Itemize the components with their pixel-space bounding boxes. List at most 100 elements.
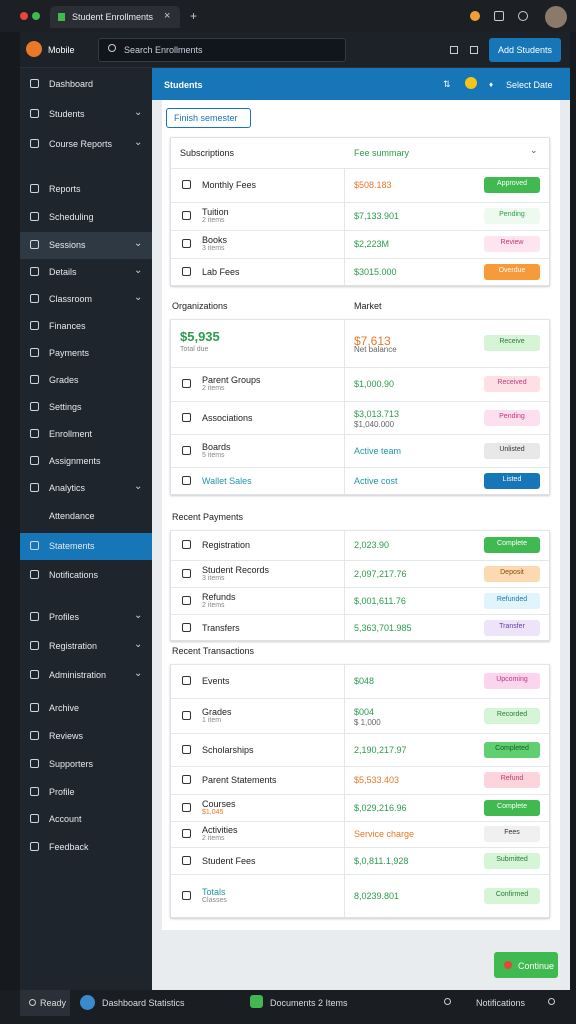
row-label: Activities [202, 825, 238, 835]
chevron: ⌄ [134, 610, 143, 621]
sidebar-item[interactable]: Finances [49, 321, 86, 331]
row-line [170, 587, 550, 588]
row-icon [182, 180, 191, 189]
row-value: 2,190,217.97 [354, 744, 407, 755]
row-line [170, 664, 550, 665]
sidebar-item[interactable]: Students [49, 109, 85, 119]
status-pill[interactable] [484, 208, 540, 224]
row-value: $508.183 [354, 180, 392, 190]
sidebar-item[interactable]: Details [49, 267, 77, 277]
sidebar-item[interactable]: Settings [49, 402, 82, 412]
row-line [170, 847, 550, 848]
footer-center[interactable]: Documents 2 Items [270, 998, 348, 1008]
status-pill[interactable] [484, 741, 540, 758]
status-pill[interactable] [484, 852, 540, 869]
status-pill[interactable] [484, 236, 540, 252]
sidebar-item[interactable]: Payments [49, 348, 90, 358]
footer-right[interactable]: Notifications [476, 998, 526, 1008]
search[interactable] [98, 38, 346, 62]
app-name: Mobile [48, 45, 75, 55]
sidebar-item[interactable]: Grades [49, 375, 79, 385]
sidebar-item[interactable]: Notifications [49, 570, 99, 580]
status-pill[interactable] [484, 473, 540, 489]
sidebar-item[interactable]: Supporters [49, 759, 94, 769]
sidebar-item[interactable]: Registration [49, 641, 98, 651]
row-icon [182, 540, 191, 549]
row-icon [182, 476, 191, 485]
row-line [170, 821, 550, 822]
row-label: Totals [202, 887, 226, 897]
status-label: Receive [499, 338, 525, 345]
footer-left[interactable]: Dashboard Statistics [102, 998, 185, 1008]
sidebar-item[interactable]: Account [49, 814, 82, 824]
row-icon [182, 239, 191, 248]
sidebar-icon [30, 240, 39, 249]
row-icon [182, 744, 191, 754]
tab[interactable] [50, 6, 180, 28]
sidebar-icon [30, 294, 39, 303]
row-sub: 3 items [202, 245, 225, 252]
status-pill[interactable] [484, 772, 540, 788]
row-sub: 2 items [202, 601, 225, 609]
status-pill[interactable] [484, 619, 540, 636]
row-label: Parent Statements [202, 775, 277, 785]
status-pill[interactable] [484, 264, 540, 280]
action-button[interactable] [166, 108, 251, 128]
status-pill[interactable] [484, 565, 540, 582]
sidebar-item[interactable]: Classroom [49, 294, 93, 304]
status-pill[interactable] [484, 177, 540, 193]
status-pill[interactable] [484, 707, 540, 724]
status-pill[interactable] [484, 442, 540, 459]
status-pill[interactable] [484, 335, 540, 351]
row-line [170, 530, 550, 531]
row-value: 2,023.90 [354, 540, 390, 550]
sidebar-item[interactable]: Analytics [49, 483, 86, 493]
sidebar-icon [30, 184, 39, 193]
sidebar-icon [30, 842, 39, 851]
chevron: ⌄ [134, 265, 143, 276]
sidebar-item[interactable]: Feedback [49, 842, 89, 852]
status-pill[interactable] [484, 376, 540, 392]
col-line [344, 258, 345, 286]
status-pill[interactable] [484, 537, 540, 553]
sidebar-item[interactable]: Reviews [49, 731, 84, 741]
sidebar-item[interactable]: Attendance [49, 511, 95, 521]
sidebar-item[interactable]: Administration [49, 670, 107, 680]
chevron: ⌄ [134, 107, 143, 118]
chevron: ⌄ [134, 238, 143, 249]
status-pill[interactable] [484, 592, 540, 609]
add-button-label: Add Students [498, 45, 553, 55]
section-title-2: Market [354, 301, 382, 311]
sidebar-item[interactable]: Archive [49, 703, 80, 713]
status-label: Transfer [499, 622, 525, 630]
sidebar-item[interactable]: Profile [49, 787, 75, 797]
sidebar-item[interactable]: Enrollment [49, 429, 93, 439]
row-value: 5,363,701.985 [354, 622, 412, 633]
status-pill[interactable] [484, 799, 540, 816]
sidebar-item[interactable]: Sessions [49, 240, 86, 250]
row-line [170, 733, 550, 734]
sidebar-icon [30, 787, 39, 796]
sidebar-item[interactable]: Course Reports [49, 139, 113, 149]
add-button[interactable] [489, 38, 561, 62]
row-sub: $1,045 [202, 808, 224, 816]
sidebar-icon [30, 348, 39, 357]
sidebar-item[interactable]: Dashboard [49, 79, 94, 89]
sidebar-item[interactable]: Profiles [49, 612, 80, 622]
sidebar-item[interactable]: Statements [49, 541, 95, 551]
sidebar-item[interactable]: Assignments [49, 456, 101, 466]
status-pill[interactable] [484, 826, 540, 842]
row-label: Events [202, 676, 230, 686]
sidebar-item[interactable]: Reports [49, 184, 81, 194]
row-value: Active cost [354, 476, 398, 486]
row-line [170, 467, 550, 468]
row-value-sub: $1,040.000 [354, 419, 395, 429]
status-pill[interactable] [484, 409, 540, 426]
col-line [344, 766, 345, 794]
status-pill[interactable] [484, 888, 540, 904]
col-line [344, 467, 345, 495]
date[interactable]: Select Date [506, 80, 553, 90]
status-pill[interactable] [484, 673, 540, 689]
sidebar-item[interactable]: Scheduling [49, 212, 94, 222]
